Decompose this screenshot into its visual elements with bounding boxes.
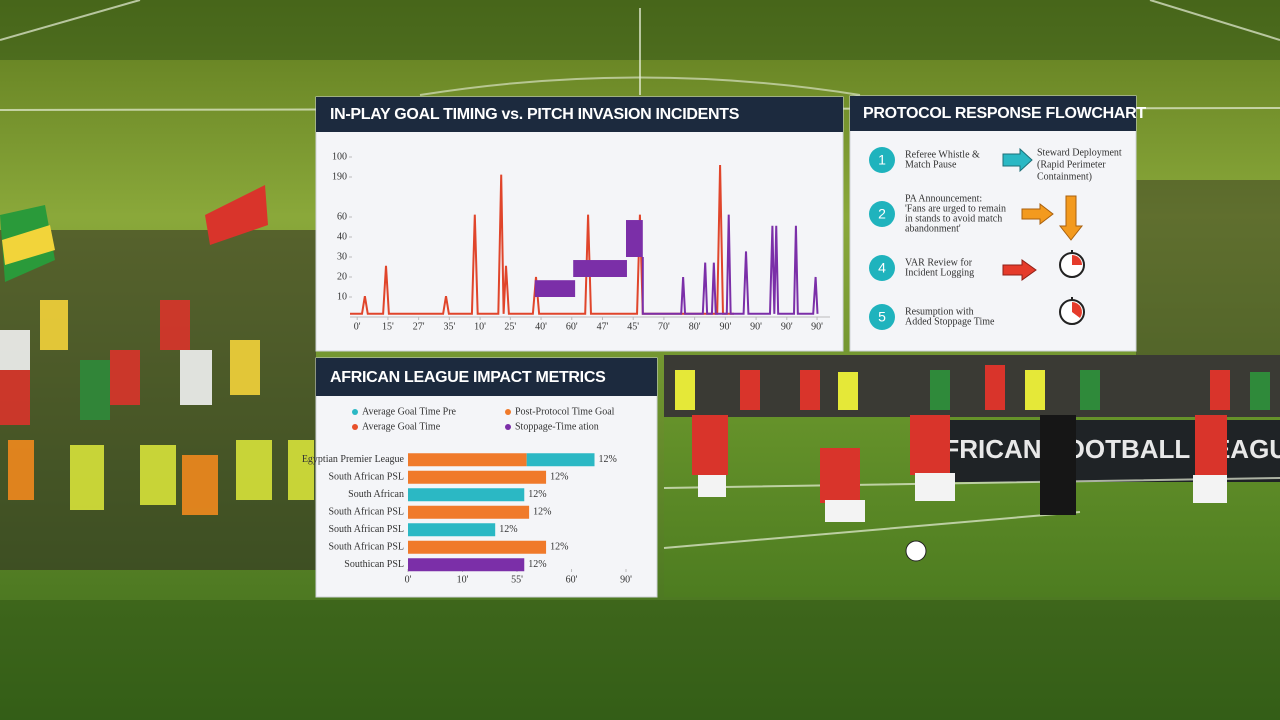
- x-tick-label: 55': [511, 574, 523, 585]
- bar-chart: Average Goal Time Pre Post-Protocol Time …: [302, 406, 632, 585]
- x-tick-label: 90': [620, 574, 632, 585]
- legend-marker: [352, 424, 358, 430]
- x-tick-label: 0': [354, 321, 361, 332]
- legend-label: Average Goal Time Pre: [362, 406, 457, 417]
- step-badge: [869, 201, 895, 227]
- y-tick-label: 20: [337, 271, 347, 282]
- step-badge: [869, 304, 895, 330]
- block: [573, 260, 627, 277]
- bar-annotation: 12%: [550, 542, 568, 553]
- x-tick-label: 70': [658, 321, 670, 332]
- outcome-text: Containment): [1037, 171, 1092, 182]
- legend-label: Stoppage-Time ation: [515, 421, 599, 432]
- y-tick-label: 40: [337, 231, 347, 242]
- y-tick-label: 100: [332, 151, 347, 162]
- step-number: 1: [878, 152, 886, 168]
- y-tick-label: 10: [337, 291, 347, 302]
- step-text: Match Pause: [905, 159, 957, 170]
- panel-title: AFRICAN LEAGUE IMPACT METRICS: [330, 369, 606, 386]
- x-tick-label: 47': [597, 321, 609, 332]
- x-tick-label: 10': [457, 574, 469, 585]
- step-number: 2: [878, 206, 886, 222]
- x-tick-label: 90': [750, 321, 762, 332]
- legend-marker: [505, 424, 511, 430]
- line: [350, 164, 734, 315]
- x-tick-label: 60': [566, 574, 578, 585]
- panel-timing: IN-PLAY GOAL TIMING vs. PITCH INVASION I…: [315, 96, 844, 352]
- outcome-text: Steward Deployment: [1037, 147, 1122, 158]
- bar: [408, 505, 530, 519]
- line-chart: 100 190 60 40 30 20 10 0' 15' 27' 35' 10' 25' 40' 60' 4…: [332, 151, 823, 332]
- step-text: Incident Logging: [905, 267, 974, 278]
- legend-label: Average Goal Time: [362, 421, 441, 432]
- step-text: Resumption with: [905, 306, 974, 317]
- bar-annotation: 12%: [550, 472, 568, 483]
- category-label: Southican PSL: [344, 559, 404, 570]
- outcome-text: (Rapid Perimeter: [1037, 159, 1106, 170]
- x-tick-label: 45': [627, 321, 639, 332]
- panel-title: IN-PLAY GOAL TIMING vs. PITCH INVASION I…: [330, 106, 740, 123]
- step-badge: [869, 147, 895, 173]
- step-text: Referee Whistle &: [905, 149, 980, 160]
- category-label: South African PSL: [328, 524, 404, 535]
- x-tick-label: 15': [382, 321, 394, 332]
- x-tick-label: 90': [811, 321, 823, 332]
- legend-label: Post-Protocol Time Goal: [515, 406, 615, 417]
- category-label: South African PSL: [328, 472, 404, 483]
- step-number: 5: [878, 309, 886, 325]
- step-text: in stands to avoid match: [905, 213, 1002, 224]
- category-label: South African: [348, 489, 404, 500]
- step-text: abandonment': [905, 223, 961, 234]
- line: [641, 214, 819, 315]
- legend-marker: [505, 409, 511, 415]
- x-tick-label: 90': [781, 321, 793, 332]
- x-tick-label: 0': [405, 574, 412, 585]
- y-tick-label: 190: [332, 171, 347, 182]
- step-number: 4: [878, 260, 886, 276]
- category-label: South African PSL: [328, 542, 404, 553]
- y-tick-label: 30: [337, 251, 347, 262]
- bar-annotation: 12%: [528, 559, 546, 570]
- y-tick-label: 60: [337, 211, 347, 222]
- step-text: PA Announcement:: [905, 193, 982, 204]
- x-tick-label: 80': [689, 321, 701, 332]
- category-label: Egyptian Premier League: [302, 454, 405, 465]
- x-tick-label: 40': [535, 321, 547, 332]
- bar: [408, 540, 547, 554]
- x-tick-label: 10': [474, 321, 486, 332]
- x-tick-label: 35': [443, 321, 455, 332]
- category-label: South African PSL: [328, 507, 404, 518]
- match-photo: AFRICAN FOOTBALL LEAGUE: [663, 355, 1280, 597]
- step-text: Added Stoppage Time: [905, 316, 995, 327]
- block: [534, 280, 576, 297]
- bar-annotation: 12%: [533, 507, 551, 518]
- bar: [408, 470, 547, 484]
- bar-annotation: 12%: [499, 524, 517, 535]
- bar: [408, 558, 525, 572]
- panel-title: PROTOCOL RESPONSE FLOWCHART: [863, 105, 1146, 122]
- panel-flowchart: PROTOCOL RESPONSE FLOWCHART: [849, 95, 1147, 352]
- flowchart: 1 Referee Whistle &Match Pause 2 PA Announc…: [869, 147, 1122, 330]
- bar: [408, 488, 525, 502]
- bar-annotation: 12%: [599, 454, 617, 465]
- x-tick-label: 25': [504, 321, 516, 332]
- legend-marker: [352, 409, 358, 415]
- x-tick-label: 90': [719, 321, 731, 332]
- x-tick-label: 27': [413, 321, 425, 332]
- bar: [526, 453, 595, 467]
- step-badge: [869, 255, 895, 281]
- step-text: 'Fans are urged to remain: [905, 203, 1006, 214]
- x-tick-label: 60': [566, 321, 578, 332]
- bar-annotation: 12%: [528, 489, 546, 500]
- bar: [408, 453, 527, 467]
- step-text: VAR Review for: [905, 257, 973, 268]
- block: [626, 220, 643, 257]
- bar: [408, 523, 496, 537]
